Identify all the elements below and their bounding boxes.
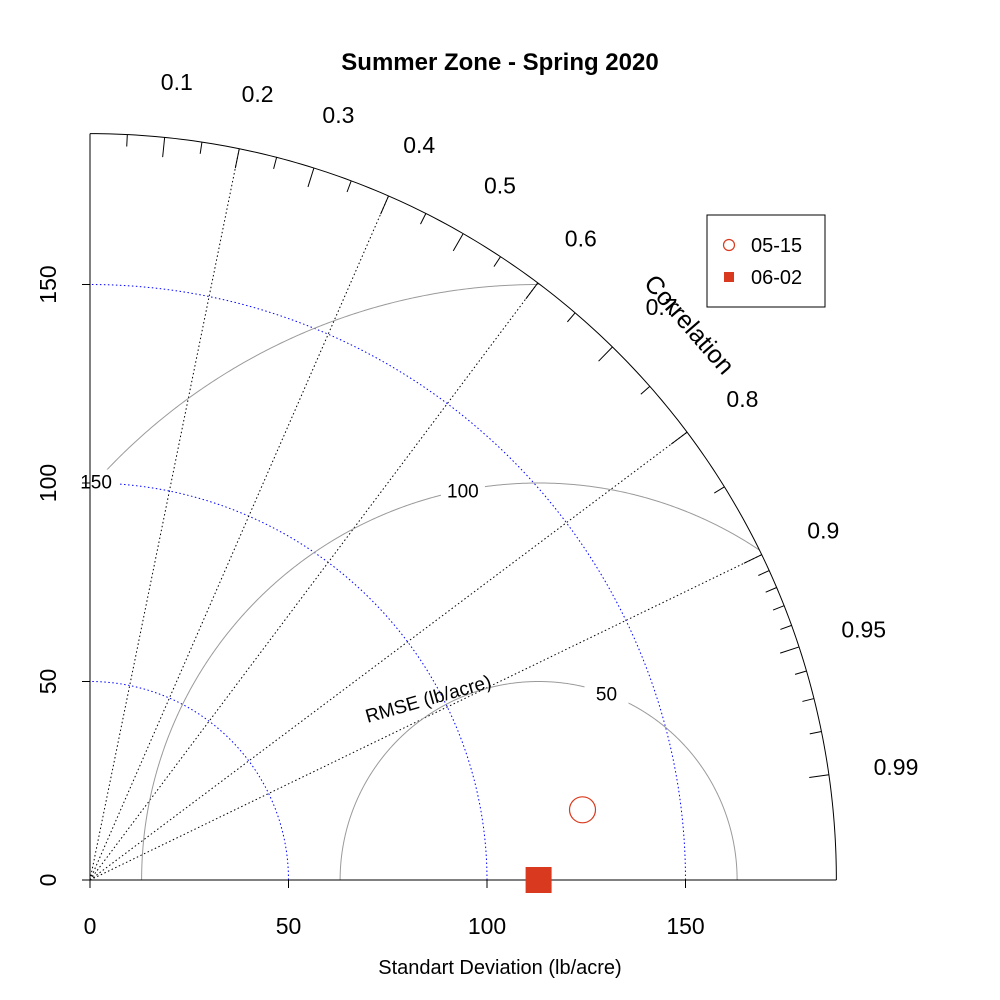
corr-label-0.7: 0.7 [646, 294, 678, 320]
corr-major-tick [234, 148, 240, 169]
rmse-label-50: 50 [596, 685, 617, 706]
corr-label-0.2: 0.2 [242, 81, 274, 107]
corr-minor-tick [758, 570, 770, 576]
corr-major-tick [780, 646, 800, 654]
y-tick-label-150: 150 [35, 265, 61, 303]
x-axis-title: Standart Deviation (lb/acre) [378, 957, 621, 979]
corr-label-0.6: 0.6 [565, 225, 597, 251]
x-tick-label-0: 0 [84, 913, 97, 939]
sd-arc-100 [89, 482, 488, 881]
legend-box [706, 214, 826, 308]
legend-label-05-15: 05-15 [751, 235, 802, 257]
corr-label-0.3: 0.3 [322, 102, 354, 128]
x-tick-label-100: 100 [468, 913, 506, 939]
corr-minor-tick [199, 142, 203, 154]
sd-arc-50 [89, 681, 289, 881]
corr-label-0.9: 0.9 [807, 517, 839, 543]
rmse-contour-150 [90, 284, 539, 488]
rmse-axis-title: RMSE (lb/acre) [363, 672, 494, 728]
data-point-06-02 [525, 867, 552, 893]
corr-major-tick [307, 167, 315, 188]
corr-minor-tick [772, 605, 785, 611]
corr-label-0.5: 0.5 [484, 172, 516, 198]
y-tick-label-50: 50 [35, 669, 61, 695]
corr-major-tick [452, 233, 464, 252]
grid-layer: 50 100 150 [74, 148, 762, 881]
corr-minor-tick [765, 587, 777, 593]
corr-minor-tick [126, 134, 128, 147]
corr-ray-0.8 [89, 431, 688, 881]
corr-major-tick [670, 431, 688, 445]
corr-major-tick [809, 774, 829, 779]
corr-minor-tick [567, 312, 576, 323]
marker-layer [525, 796, 597, 893]
y-tick-label-0: 0 [35, 874, 61, 887]
rmse-label-bg-100 [440, 478, 485, 503]
corr-major-tick [598, 346, 613, 362]
corr-label-0.1: 0.1 [161, 69, 193, 95]
corr-minor-tick [802, 698, 815, 702]
corr-major-tick [525, 282, 539, 300]
axis-layer: 0 0 50 50 100 100 150 150 0.1 0.2 0.3 0.4 0.5 0.6 0.7 0… [35, 69, 918, 939]
rmse-contour-50 [339, 681, 738, 880]
corr-minor-tick [420, 213, 427, 225]
corr-minor-tick [714, 486, 725, 494]
rmse-label-100: 100 [447, 481, 479, 502]
corr-minor-tick [780, 624, 792, 630]
corr-ray-0.9 [89, 554, 762, 881]
corr-minor-tick [809, 730, 822, 735]
sd-arc-150 [89, 284, 686, 881]
rmse-label-bg-150 [74, 469, 119, 494]
corr-label-0.95: 0.95 [841, 617, 886, 643]
corr-minor-tick [640, 385, 651, 395]
legend-marker-06-02 [724, 272, 734, 282]
corr-ray-0.6 [89, 282, 539, 881]
corr-ray-0.4 [89, 195, 389, 881]
rmse-label-bg-50 [584, 681, 629, 706]
legend-label-06-02: 06-02 [751, 267, 802, 289]
legend: 05-15 06-02 [706, 214, 826, 308]
legend-marker-05-15 [722, 238, 736, 252]
x-tick-label-150: 150 [666, 913, 704, 939]
corr-label-0.8: 0.8 [726, 386, 758, 412]
outer-arc [89, 133, 837, 881]
x-tick-label-50: 50 [276, 913, 302, 939]
y-tick-label-100: 100 [35, 464, 61, 502]
corr-major-tick [743, 554, 762, 564]
corr-minor-tick [273, 157, 278, 169]
corr-minor-tick [346, 180, 352, 193]
rmse-contour-100 [141, 482, 760, 880]
chart-title: Summer Zone - Spring 2020 [341, 49, 658, 76]
corr-ray-0.2 [89, 148, 240, 881]
data-point-05-15 [568, 796, 597, 824]
corr-minor-tick [794, 670, 807, 675]
corr-minor-tick [493, 256, 501, 267]
corr-major-tick [380, 195, 389, 215]
corr-label-0.99: 0.99 [874, 754, 919, 780]
rmse-label-150: 150 [80, 473, 112, 494]
corr-major-tick [162, 137, 166, 158]
corr-label-0.4: 0.4 [403, 132, 435, 158]
